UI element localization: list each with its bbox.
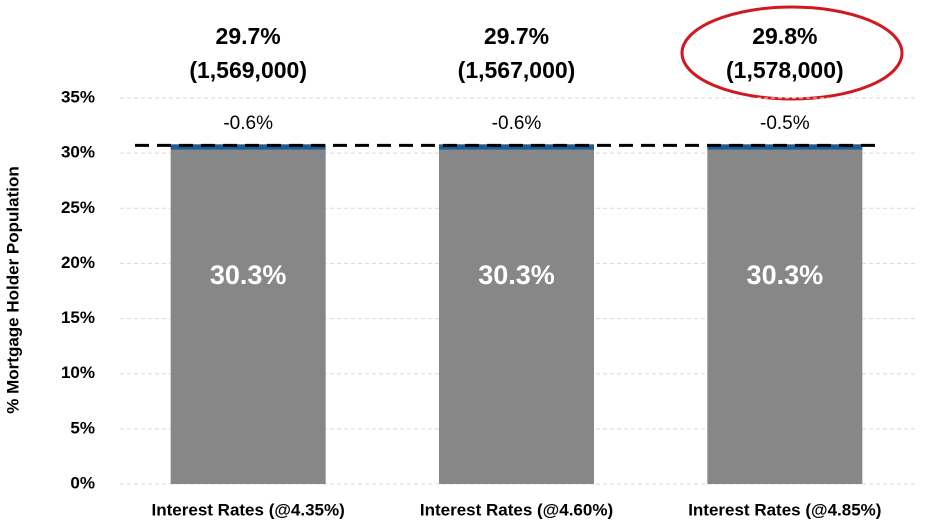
x-tick-label: Interest Rates (@4.35%) <box>152 500 345 519</box>
total-label: 29.8% <box>752 23 817 49</box>
bar-segment <box>170 144 326 150</box>
y-tick-label: 35% <box>61 87 95 106</box>
total-label: 29.7% <box>216 23 281 49</box>
y-tick-label: 20% <box>61 253 95 272</box>
x-tick-label: Interest Rates (@4.60%) <box>420 500 613 519</box>
total-label: (1,567,000) <box>458 57 576 83</box>
y-tick-label: 10% <box>61 363 95 382</box>
y-tick-label: 5% <box>70 418 95 437</box>
change-label: -0.6% <box>492 113 542 134</box>
bar-segment <box>707 149 863 484</box>
bar-segment <box>439 144 594 150</box>
value-label: 30.3% <box>478 260 555 290</box>
highlight-ellipse <box>680 5 904 101</box>
value-label: 30.3% <box>747 260 824 290</box>
total-label: (1,569,000) <box>189 57 307 83</box>
y-tick-label: 25% <box>61 198 95 217</box>
value-label: 30.3% <box>210 260 287 290</box>
bar-segment <box>170 149 326 484</box>
bar-segment <box>707 144 863 150</box>
y-tick-label: 0% <box>70 473 95 492</box>
y-axis-title: % Mortgage Holder Population <box>3 166 22 413</box>
x-tick-label: Interest Rates (@4.85%) <box>688 500 881 519</box>
total-label: 29.7% <box>484 23 549 49</box>
y-tick-label: 15% <box>61 308 95 327</box>
change-label: -0.6% <box>223 113 273 134</box>
bar-segment <box>439 149 594 484</box>
change-label: -0.5% <box>760 113 810 134</box>
y-tick-label: 30% <box>61 143 95 162</box>
total-label: (1,578,000) <box>726 57 844 83</box>
